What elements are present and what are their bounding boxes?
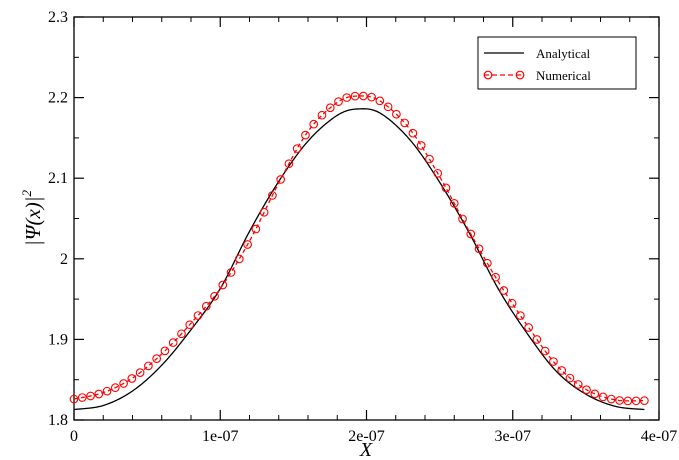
series-layer [69, 91, 649, 411]
data-point-numerical [458, 214, 467, 224]
data-point-numerical [573, 380, 583, 389]
y-tick-label: 1.8 [48, 412, 68, 429]
data-point-numerical [582, 385, 591, 395]
y-axis-label-superscript: 2 [19, 189, 34, 196]
data-point-numerical [524, 323, 534, 332]
data-point-numerical [292, 144, 302, 153]
data-point-numerical [259, 207, 269, 217]
data-point-numerical [185, 320, 195, 330]
x-tick-label: 4e-07 [641, 428, 677, 445]
data-point-numerical [350, 91, 360, 101]
y-axis-label-group: |Ψ(x)|2 [19, 189, 45, 246]
data-point-numerical [516, 311, 525, 320]
data-point-numerical [557, 366, 567, 375]
data-point-numerical [276, 175, 286, 184]
data-point-numerical [119, 379, 128, 388]
data-point-numerical [309, 119, 319, 129]
data-point-numerical [416, 141, 426, 150]
data-point-numerical [110, 383, 120, 393]
data-point-numerical [77, 393, 87, 402]
y-tick-label: 2.3 [48, 9, 68, 26]
data-point-numerical [177, 329, 186, 339]
svg-text:|Ψ(x)|2: |Ψ(x)|2 [19, 189, 45, 246]
data-point-numerical [243, 240, 252, 249]
data-point-numerical [234, 254, 244, 264]
data-point-numerical [334, 97, 343, 106]
data-point-numerical [549, 357, 558, 366]
data-point-numerical [301, 130, 310, 140]
series-line-numerical [73, 95, 645, 402]
data-point-numerical [284, 159, 294, 169]
data-point-numerical [367, 92, 376, 102]
data-point-numerical [210, 291, 219, 301]
data-point-numerical [425, 154, 434, 164]
data-point-numerical [449, 198, 459, 208]
y-tick-label: 1.9 [48, 331, 68, 348]
data-point-numerical [623, 396, 633, 406]
data-point-numerical [491, 272, 500, 282]
data-point-numerical [193, 311, 203, 320]
data-point-numerical [135, 368, 145, 377]
legend-box [477, 36, 637, 90]
data-point-numerical [615, 396, 624, 405]
y-tick-label: 2.1 [48, 170, 68, 187]
data-point-numerical [317, 110, 327, 120]
data-point-numerical [433, 168, 443, 178]
data-point-numerical [226, 268, 236, 277]
x-tick-label: 3e-07 [495, 428, 531, 445]
y-tick-label: 2.2 [48, 90, 68, 107]
data-point-numerical [268, 191, 277, 200]
x-tick-label: 1e-07 [202, 428, 238, 445]
data-point-numerical [168, 338, 178, 347]
x-tick-label: 2e-07 [348, 428, 384, 445]
x-tick-label: 0 [70, 428, 78, 445]
series-line-analytical [73, 108, 645, 411]
data-point-numerical [201, 301, 211, 311]
data-point-numerical [375, 96, 385, 106]
data-point-numerical [383, 102, 393, 112]
data-point-numerical [640, 396, 649, 406]
data-point-numerical [152, 354, 162, 363]
legend-marker-numerical-2 [515, 70, 525, 80]
data-point-numerical [474, 244, 484, 254]
data-point-numerical [102, 386, 112, 396]
data-point-numerical [325, 103, 335, 113]
data-point-numerical [590, 389, 600, 399]
axis-ticks [73, 16, 660, 421]
data-point-numerical [69, 394, 79, 404]
data-point-numerical [160, 346, 170, 356]
legend-label-analytical: Analytical [536, 46, 591, 61]
x-axis-label: X [359, 439, 373, 460]
data-point-numerical [606, 394, 616, 404]
legend-label-numerical: Numerical [536, 68, 591, 83]
data-point-numerical [400, 118, 410, 128]
data-point-numerical [482, 258, 492, 268]
data-point-numerical [251, 224, 261, 234]
data-point-numerical [565, 373, 575, 383]
data-point-numerical [499, 286, 509, 295]
data-point-numerical [408, 128, 418, 138]
data-point-numerical [127, 374, 137, 383]
data-point-numerical [218, 280, 228, 290]
data-point-numerical [441, 183, 451, 193]
data-point-numerical [631, 396, 641, 406]
y-axis-label: |Ψ(x)| [21, 196, 45, 246]
data-point-numerical [507, 298, 517, 308]
data-point-numerical [358, 91, 368, 101]
axis-tick-labels: 0 1e-07 2e-07 3e-07 4e-07 1.8 1.9 2 2.1 2.2 2.3 [48, 9, 677, 445]
data-point-numerical [532, 335, 542, 344]
data-point-numerical [598, 392, 608, 402]
data-point-numerical [144, 361, 153, 371]
data-point-numerical [540, 346, 550, 356]
data-point-numerical [392, 109, 401, 119]
data-point-numerical [94, 389, 104, 399]
legend-marker-numerical-1 [483, 70, 493, 80]
data-point-numerical [342, 93, 352, 102]
legend: Analytical Numerical [477, 36, 637, 90]
data-point-numerical [466, 229, 476, 239]
y-tick-label: 2 [60, 251, 68, 268]
data-point-numerical [86, 391, 95, 401]
